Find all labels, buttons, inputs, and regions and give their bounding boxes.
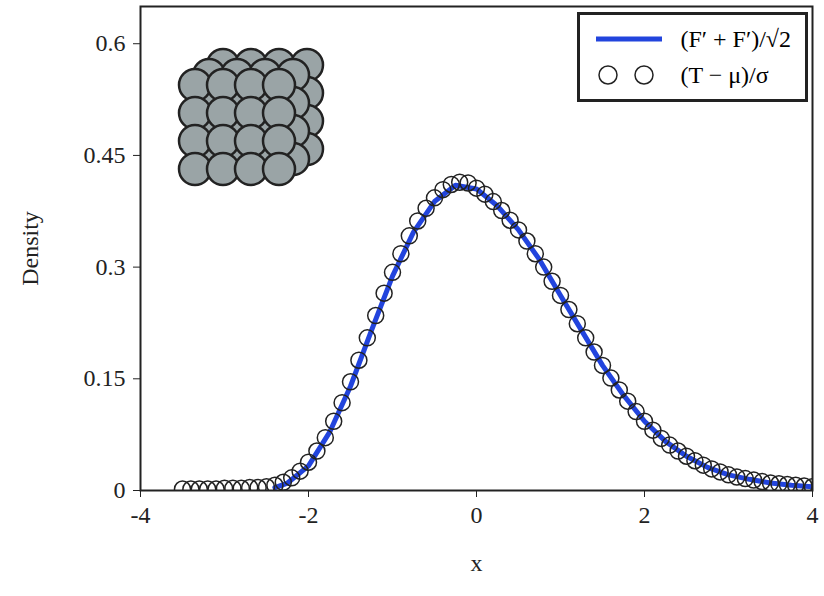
svg-text:-4: -4 — [131, 502, 151, 528]
html-text:(T − μ)/σ: (T − μ)/σ — [680, 61, 769, 88]
svg-text:0: 0 — [471, 502, 483, 528]
svg-text:0.3: 0.3 — [96, 254, 126, 280]
svg-text:Density: Density — [17, 211, 43, 286]
svg-text:2: 2 — [639, 502, 651, 528]
svg-text:0.15: 0.15 — [84, 365, 126, 391]
svg-text:0.6: 0.6 — [96, 30, 126, 56]
svg-text:-2: -2 — [299, 502, 319, 528]
svg-text:0: 0 — [114, 477, 126, 503]
html-text:(F′ + F′)/√2: (F′ + F′)/√2 — [680, 25, 791, 52]
svg-text:x: x — [471, 550, 483, 576]
svg-text:4: 4 — [807, 502, 819, 528]
svg-text:0.45: 0.45 — [84, 142, 126, 168]
